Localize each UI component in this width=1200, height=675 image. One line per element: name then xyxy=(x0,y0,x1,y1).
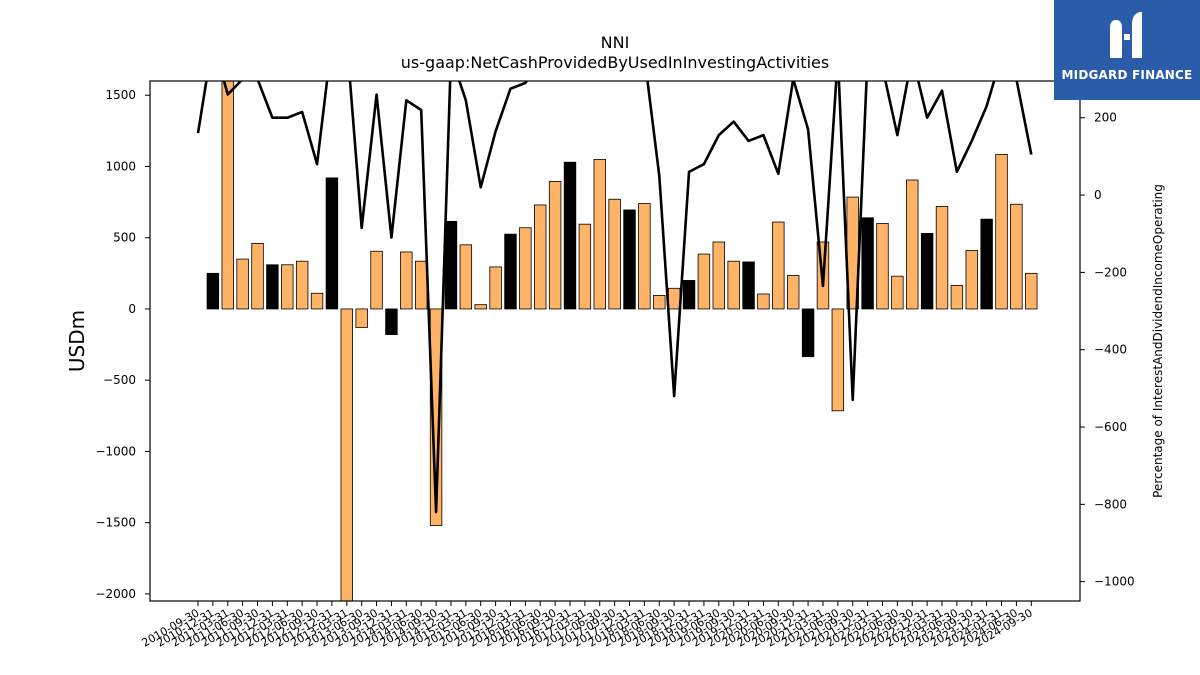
right-y-axis-label: Percentage of InterestAndDividendIncomeO… xyxy=(1151,184,1165,498)
x-axis: 2010-09-302010-12-312011-03-312011-06-30… xyxy=(140,601,1035,650)
bar xyxy=(757,293,770,310)
chart-subtitle: us-gaap:NetCashProvidedByUsedInInvesting… xyxy=(401,53,829,72)
bar xyxy=(995,153,1008,310)
y2-tick-label: −400 xyxy=(1094,343,1127,357)
bar xyxy=(221,81,234,310)
bar xyxy=(474,304,487,310)
bar xyxy=(340,308,354,601)
bar xyxy=(608,198,621,310)
y-tick-label: −500 xyxy=(103,373,136,387)
bar xyxy=(950,285,964,310)
y2-tick-label: −1000 xyxy=(1094,575,1135,589)
bar xyxy=(935,205,949,310)
bar xyxy=(236,258,249,310)
y2-tick-label: 200 xyxy=(1094,111,1117,125)
y-tick-label: −1500 xyxy=(95,516,136,530)
bar xyxy=(534,204,547,310)
bar xyxy=(906,179,919,310)
logo-mark-icon xyxy=(1110,12,1142,58)
bar xyxy=(206,272,220,310)
bar xyxy=(682,280,696,310)
bar xyxy=(355,308,368,328)
bar-group xyxy=(206,81,1038,601)
bar xyxy=(1025,272,1038,310)
y-axis-label: USDm xyxy=(65,310,89,372)
bar xyxy=(876,223,889,310)
y2-tick-label: 0 xyxy=(1094,188,1102,202)
bar xyxy=(578,223,592,310)
bar xyxy=(742,261,755,310)
bar xyxy=(667,287,681,310)
bar xyxy=(325,177,339,310)
bar xyxy=(1010,203,1023,310)
bar xyxy=(727,260,740,310)
y2-tick-label: −800 xyxy=(1094,497,1127,511)
bar xyxy=(489,266,502,310)
series-line xyxy=(196,81,1033,514)
chart-title: NNI xyxy=(601,33,630,52)
bar xyxy=(920,233,934,310)
y-tick-label: −2000 xyxy=(95,587,136,601)
bar xyxy=(593,158,606,310)
bar xyxy=(370,250,383,310)
bar xyxy=(266,264,279,310)
y-tick-label: 1000 xyxy=(105,159,136,173)
bar xyxy=(861,217,874,310)
bar xyxy=(385,308,398,335)
bar xyxy=(623,209,636,310)
brand-name: MIDGARD FINANCE xyxy=(1061,68,1193,82)
bar xyxy=(310,292,324,310)
bar xyxy=(504,233,517,310)
y-tick-label: 500 xyxy=(113,231,136,245)
bar xyxy=(295,260,309,310)
bar xyxy=(638,203,651,310)
y-tick-label: 0 xyxy=(128,302,136,316)
bar xyxy=(251,243,264,310)
bar xyxy=(281,264,294,310)
bar xyxy=(429,308,443,526)
bar xyxy=(444,220,458,310)
y-tick-label: −1000 xyxy=(95,444,136,458)
bar xyxy=(831,308,845,412)
y2-tick-label: −200 xyxy=(1094,265,1127,279)
right-y-axis: −1000 −800 −600 −400 −200 0 200 xyxy=(1080,111,1135,589)
bar xyxy=(891,275,904,310)
left-y-axis: −2000 −1500 −1000 −500 0 500 1000 1500 xyxy=(95,88,150,601)
bar xyxy=(548,181,562,310)
bar xyxy=(787,275,800,310)
bar xyxy=(965,250,978,310)
y-tick-label: 1500 xyxy=(105,88,136,102)
bar xyxy=(801,308,815,358)
bar xyxy=(697,253,711,310)
line-group xyxy=(196,81,1033,514)
bar xyxy=(980,218,993,310)
bar xyxy=(414,260,428,310)
bar xyxy=(459,244,473,310)
bar xyxy=(563,161,577,310)
bar xyxy=(772,221,785,310)
bar xyxy=(519,227,532,310)
bar xyxy=(653,295,666,310)
brand-logo: MIDGARD FINANCE xyxy=(1054,0,1200,100)
bar xyxy=(712,241,726,310)
y2-tick-label: −600 xyxy=(1094,420,1127,434)
plot-frame xyxy=(149,80,1081,602)
bar xyxy=(400,251,413,310)
